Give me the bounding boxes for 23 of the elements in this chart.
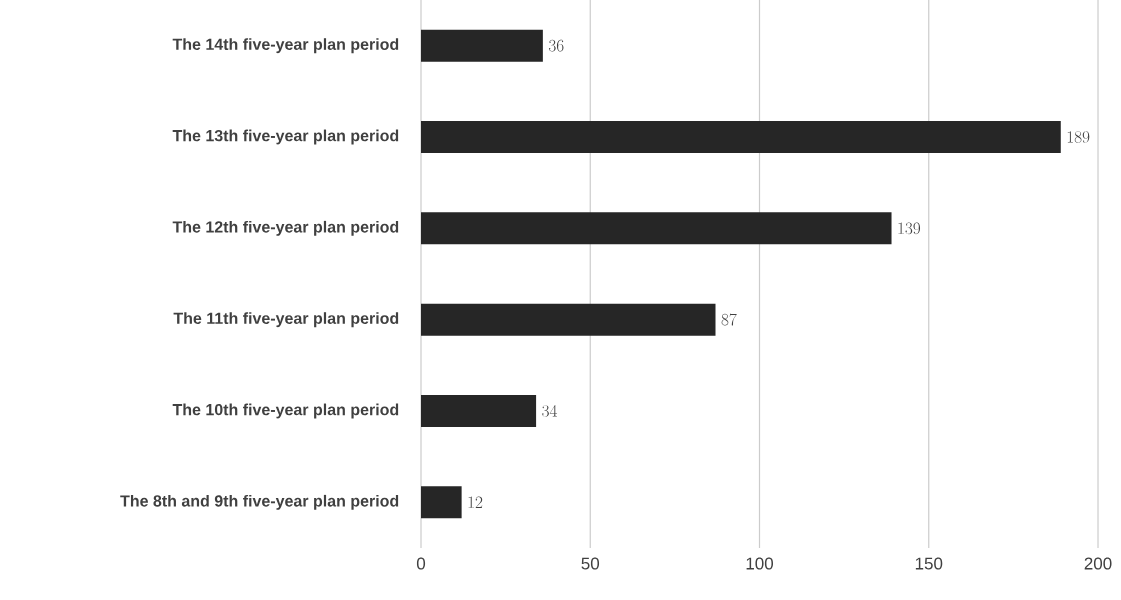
x-tick-label: 0 [416,557,426,570]
y-tick-label: The 14th five-year plan period [172,38,399,54]
bar [421,395,537,427]
y-tick-label: The 11th five-year plan period [173,312,399,328]
x-tick-label: 150 [915,557,943,570]
data-label: 189 [1067,131,1090,143]
data-label: 12 [468,496,483,508]
bar [421,303,716,336]
x-tick-label: 50 [581,557,600,570]
bar [421,121,1061,153]
bar [421,486,462,519]
data-label: 34 [542,405,558,417]
bar [421,212,892,245]
bar [421,29,543,62]
y-tick-label: The 12th five-year plan period [172,220,399,236]
y-tick-label: The 13th five-year plan period [172,129,399,145]
data-label: 36 [548,39,564,52]
data-label: 87 [721,313,737,326]
y-tick-label: The 8th and 9th five-year plan period [120,494,399,510]
y-tick-label: The 10th five-year plan period [172,403,399,419]
x-tick-label: 100 [746,557,774,570]
data-label: 139 [898,222,921,235]
x-tick-label: 200 [1084,557,1112,570]
